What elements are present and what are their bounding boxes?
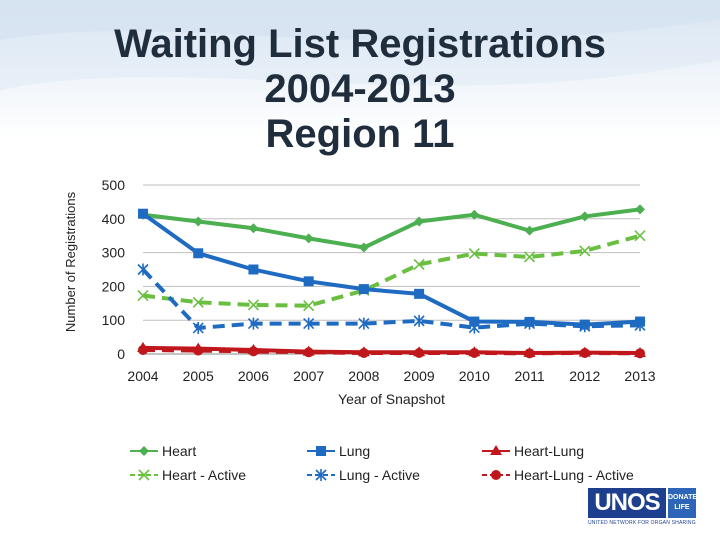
data-point-lung-2004 [138, 208, 148, 219]
data-point-lung-2006 [248, 264, 259, 275]
legend-item-lung: Lung [307, 443, 370, 459]
data-point-lung-2005 [193, 248, 204, 259]
legend-label-lung-active: Lung - Active [339, 467, 420, 483]
logo-subtitle: UNITED NETWORK FOR ORGAN SHARING [588, 520, 696, 526]
x-tick-label-2013: 2013 [624, 368, 655, 384]
unos-logo: UNOS DONATE LIFE UNITED NETWORK FOR ORGA… [588, 488, 700, 530]
title-line-2: 2004-2013 [264, 67, 456, 111]
legend-marker-heart-lung-active [491, 470, 501, 480]
data-point-heart-2006 [248, 223, 259, 234]
legend-item-lung-active: Lung - Active [307, 467, 420, 483]
x-tick-label-2010: 2010 [459, 368, 490, 384]
legend-marker-heart-lung [490, 445, 502, 455]
title-line-3: Region 11 [265, 112, 455, 156]
x-axis-title: Year of Snapshot [338, 391, 445, 407]
data-point-lung-active-2004 [137, 263, 149, 276]
data-point-heart-2007 [303, 233, 314, 244]
legend-marker-lung-active [315, 469, 327, 481]
data-point-heart-lung-active-2006 [248, 346, 259, 357]
title-line-1: Waiting List Registrations [114, 22, 606, 66]
data-point-lung-active-2012 [579, 320, 591, 333]
data-point-heart-lung-active-2009 [414, 347, 425, 358]
data-point-heart-active-2004 [137, 289, 149, 302]
logo-wordmark: UNOS [588, 488, 666, 518]
y-tick-label-0: 0 [117, 346, 125, 362]
x-tick-label-2006: 2006 [238, 368, 269, 384]
donate-life-line-2: LIFE [674, 504, 690, 511]
series-line-heart [142, 207, 641, 250]
data-point-lung-active-2007 [303, 317, 315, 330]
x-tick-label-2007: 2007 [293, 368, 324, 384]
slide-title: Waiting List Registrations 2004-2013 Reg… [60, 22, 660, 157]
data-point-heart-active-2013 [634, 230, 646, 242]
series-line-lung-active [141, 268, 641, 330]
legend-label-lung: Lung [339, 443, 370, 459]
x-tick-label-2004: 2004 [127, 368, 158, 384]
data-point-lung-active-2011 [523, 317, 536, 330]
data-point-heart-2012 [579, 211, 590, 222]
y-tick-label-100: 100 [102, 312, 126, 328]
data-point-lung-active-2006 [247, 317, 260, 330]
data-point-heart-active-2009 [413, 258, 425, 270]
data-point-heart-2008 [358, 242, 369, 253]
legend-label-heart-lung: Heart-Lung [514, 443, 584, 459]
legend-marker-heart [139, 446, 149, 456]
data-point-heart-active-2011 [523, 251, 536, 263]
x-tick-label-2008: 2008 [348, 368, 379, 384]
data-point-heart-active-2005 [192, 296, 204, 308]
data-point-heart-active-2007 [303, 300, 315, 312]
x-tick-label-2009: 2009 [404, 368, 435, 384]
data-point-heart-active-2012 [579, 245, 591, 257]
y-tick-label-300: 300 [102, 245, 126, 261]
data-point-heart-2009 [414, 216, 425, 227]
data-point-heart-lung-active-2008 [358, 347, 369, 358]
legend-marker-lung [316, 446, 326, 456]
y-tick-label-200: 200 [102, 278, 126, 294]
legend-item-heart-active: Heart - Active [130, 467, 246, 483]
data-point-heart-2011 [524, 225, 535, 236]
x-tick-label-2005: 2005 [183, 368, 214, 384]
data-point-lung-active-2005 [192, 321, 204, 334]
series-line-heart-active [142, 233, 641, 308]
data-point-lung-2010 [469, 316, 480, 327]
donate-life-line-1: DONATE [668, 494, 698, 501]
donate-life-badge: DONATE LIFE [668, 488, 698, 518]
y-axis-title: Number of Registrations [63, 191, 78, 332]
data-point-lung-2009 [414, 288, 425, 299]
y-tick-label-500: 500 [102, 177, 126, 193]
data-point-heart-2013 [635, 204, 645, 215]
data-point-heart-lung-active-2005 [193, 345, 204, 356]
legend-item-heart-lung-active: Heart-Lung - Active [482, 467, 634, 483]
legend-marker-heart-active [138, 469, 150, 481]
x-tick-label-2011: 2011 [515, 368, 545, 384]
legend-item-heart: Heart [130, 443, 196, 459]
data-point-heart-active-2006 [247, 299, 260, 311]
x-tick-label-2012: 2012 [569, 368, 600, 384]
data-point-heart-active-2010 [468, 248, 480, 260]
data-point-lung-active-2009 [413, 314, 425, 327]
series-line-lung [141, 212, 641, 327]
data-point-heart-lung-active-2013 [635, 348, 645, 359]
data-point-lung-active-2008 [358, 317, 370, 330]
legend-label-heart: Heart [162, 443, 196, 459]
legend-item-heart-lung: Heart-Lung [482, 443, 584, 459]
data-point-heart-2005 [193, 216, 204, 227]
data-point-heart-lung-active-2011 [524, 348, 535, 359]
data-point-heart-lung-active-2007 [303, 347, 314, 358]
legend-label-heart-lung-active: Heart-Lung - Active [514, 467, 634, 483]
series-line-heart-lung-active [142, 347, 641, 356]
data-point-heart-lung-active-2012 [579, 347, 590, 358]
data-point-lung-active-2010 [468, 321, 480, 334]
data-point-heart-lung-active-2004 [138, 344, 148, 355]
data-point-heart-lung-active-2010 [469, 347, 480, 358]
data-point-lung-active-2013 [634, 319, 646, 332]
y-tick-label-400: 400 [102, 211, 126, 227]
legend-label-heart-active: Heart - Active [162, 467, 246, 483]
data-point-lung-2008 [358, 284, 369, 295]
data-point-lung-2007 [303, 276, 314, 287]
data-point-heart-2010 [469, 209, 480, 220]
